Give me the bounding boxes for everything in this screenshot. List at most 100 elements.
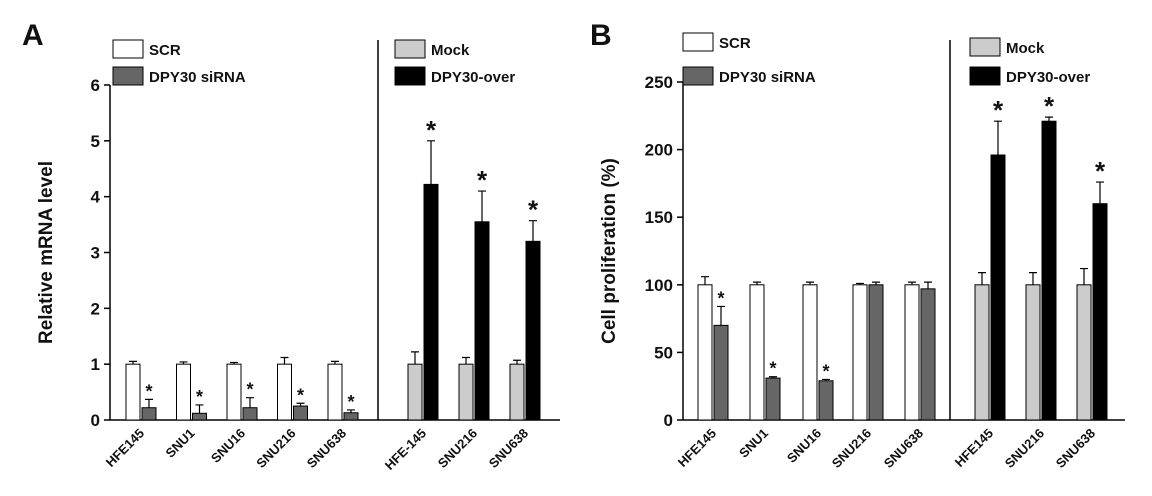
bar	[713, 324, 729, 421]
error-bar	[427, 140, 435, 185]
x-tick-label: SNU1	[162, 426, 197, 461]
significance-star: *	[426, 115, 437, 145]
x-tick-label: HFE145	[103, 426, 147, 470]
x-tick-label: HFE145	[952, 426, 996, 470]
error-bar	[513, 359, 521, 365]
bar	[192, 412, 207, 421]
bar	[818, 380, 834, 421]
error-bar	[145, 398, 153, 408]
bar	[407, 363, 423, 421]
x-tick-label: SNU16	[784, 426, 824, 466]
bar	[765, 377, 781, 421]
error-bar	[246, 397, 254, 408]
bar	[904, 284, 920, 421]
x-tick-label: SNU216	[253, 426, 298, 471]
bar	[141, 407, 157, 421]
error-bar	[230, 361, 238, 365]
legend-label: SCR	[719, 35, 751, 52]
error-bar	[856, 282, 864, 285]
bar	[474, 221, 490, 421]
y-tick-label: 6	[91, 76, 100, 95]
y-axis-label: Relative mRNA level	[36, 161, 57, 344]
error-bar	[529, 220, 537, 242]
error-bar	[347, 409, 355, 413]
x-tick-label: SNU216	[435, 426, 480, 471]
y-tick-label: 5	[91, 132, 100, 151]
bar	[226, 363, 242, 421]
bar	[1076, 284, 1092, 421]
x-tick-label: HFE145	[675, 426, 719, 470]
bar	[920, 288, 936, 421]
x-tick-label: SNU1	[736, 426, 771, 461]
x-tick-label: SNU638	[486, 426, 531, 471]
error-bar	[717, 305, 725, 326]
bar	[697, 284, 713, 421]
error-bar	[994, 120, 1002, 156]
legend-swatch	[394, 66, 426, 86]
error-bar	[769, 376, 777, 379]
significance-star: *	[1044, 91, 1055, 121]
y-tick-label: 150	[645, 208, 673, 227]
panel-label: A	[22, 19, 44, 52]
bar	[423, 183, 439, 421]
error-bar	[195, 404, 204, 414]
error-bar	[701, 276, 709, 285]
error-bar	[478, 190, 486, 222]
bar	[990, 154, 1006, 421]
x-tick-label: SNU638	[1053, 426, 1098, 471]
bar	[327, 363, 343, 421]
error-bar	[1045, 116, 1053, 122]
bar	[1025, 284, 1041, 421]
error-bar	[924, 281, 932, 289]
bar	[1041, 120, 1057, 421]
x-tick-label: HFE-145	[382, 426, 429, 473]
y-tick-label: 250	[645, 73, 673, 92]
significance-star: *	[196, 387, 203, 407]
error-bar	[331, 360, 339, 365]
significance-star: *	[717, 288, 724, 308]
y-tick-label: 50	[654, 343, 673, 362]
significance-star: *	[769, 359, 776, 379]
error-bar	[822, 378, 830, 381]
error-bar	[1096, 181, 1104, 204]
significance-star: *	[246, 380, 253, 400]
bar	[343, 412, 359, 421]
y-tick-label: 2	[91, 299, 100, 318]
bar	[293, 405, 308, 421]
error-bar	[296, 402, 305, 407]
bar	[749, 284, 765, 421]
legend-swatch	[394, 39, 426, 59]
bar	[125, 363, 141, 421]
bar	[802, 284, 818, 421]
y-tick-label: 4	[91, 188, 101, 207]
bar	[525, 240, 541, 421]
error-bar	[978, 272, 986, 285]
error-bar	[806, 281, 814, 285]
x-tick-label: SNU216	[1002, 426, 1047, 471]
significance-star: *	[1095, 156, 1106, 186]
significance-star: *	[347, 392, 354, 412]
bar	[509, 363, 525, 421]
significance-star: *	[993, 95, 1004, 125]
bar	[277, 363, 292, 421]
legend-swatch	[969, 37, 1001, 57]
y-tick-label: 100	[645, 276, 673, 295]
x-tick-label: SNU216	[829, 426, 874, 471]
legend-label: SCR	[149, 42, 181, 59]
legend-label: DPY30-over	[1006, 69, 1090, 86]
significance-star: *	[145, 381, 152, 401]
bar	[974, 284, 990, 421]
bar	[852, 284, 868, 421]
error-bar	[129, 360, 137, 365]
legend-swatch	[112, 39, 144, 59]
error-bar	[1029, 272, 1037, 285]
bar	[176, 363, 191, 421]
legend-swatch	[682, 66, 714, 86]
significance-star: *	[477, 165, 488, 195]
legend-label: Mock	[431, 42, 470, 59]
y-tick-label: 0	[91, 411, 100, 430]
legend-label: DPY30 siRNA	[149, 69, 246, 86]
y-axis-label: Cell proliferation (%)	[599, 158, 620, 344]
significance-star: *	[528, 195, 539, 225]
bar	[458, 363, 474, 421]
